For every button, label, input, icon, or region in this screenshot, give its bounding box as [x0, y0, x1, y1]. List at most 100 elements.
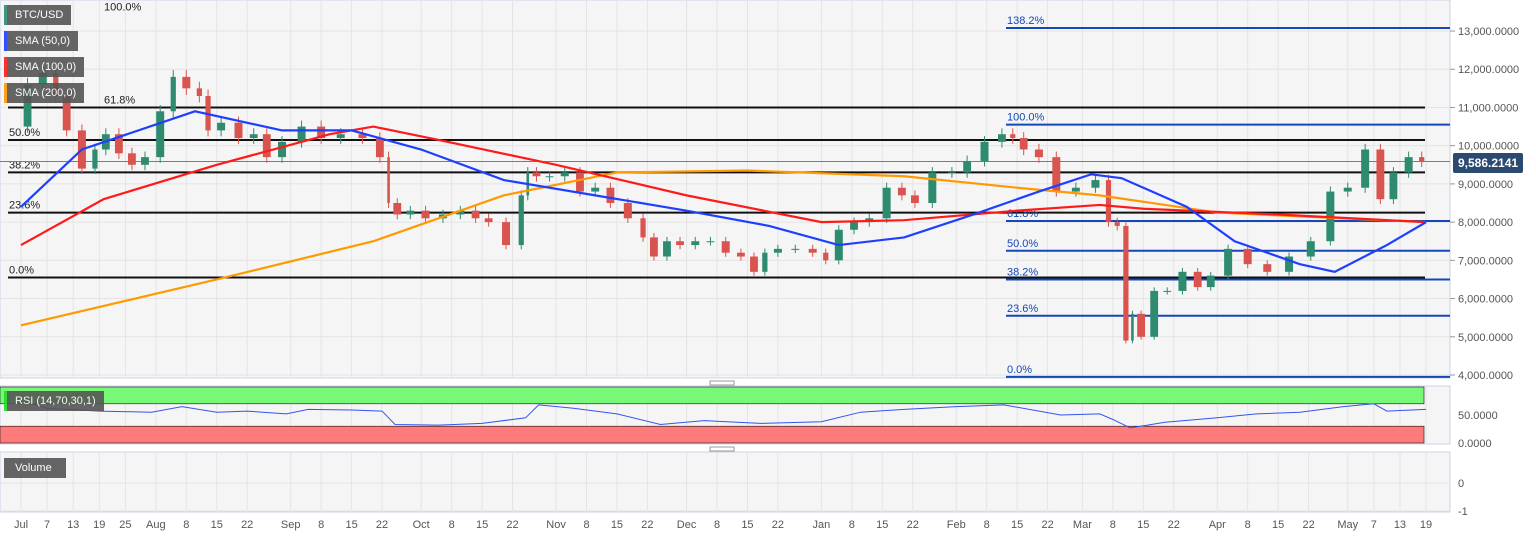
x-tick-label: 8: [318, 519, 324, 531]
x-tick-label: Dec: [677, 519, 697, 531]
legend-rsi[interactable]: RSI (14,70,30,1): [4, 391, 104, 411]
x-tick-label: 15: [476, 519, 488, 531]
fib-label-left: 100.0%: [104, 2, 142, 14]
x-tick-label: 22: [376, 519, 388, 531]
candle-body: [928, 172, 937, 204]
x-tick-label: 8: [714, 519, 720, 531]
x-tick-label: 8: [583, 519, 589, 531]
candle-body: [606, 187, 615, 204]
candle-body: [196, 88, 202, 96]
x-tick-label: Oct: [413, 519, 430, 531]
fib-label-right: 0.0%: [1007, 364, 1032, 376]
candle-body: [393, 203, 402, 215]
price-tick-label: 10,000.0000: [1458, 141, 1519, 153]
x-tick-label: Sep: [281, 519, 301, 531]
volume-tick-label: 0: [1458, 478, 1464, 490]
candle-body: [623, 203, 632, 219]
x-tick-label: 22: [1302, 519, 1314, 531]
candle-body: [182, 76, 191, 89]
legend-sma100[interactable]: SMA (100,0): [4, 57, 85, 77]
price-tick-label: 6,000.0000: [1458, 294, 1513, 306]
candle-body: [1114, 222, 1120, 226]
candle-body: [1361, 149, 1370, 188]
candle-body: [850, 222, 858, 230]
fib-label-right: 50.0%: [1007, 238, 1038, 250]
candle-body: [128, 153, 136, 165]
candle-body: [1178, 271, 1187, 291]
candle-body: [114, 134, 123, 154]
candle-body: [1376, 149, 1385, 200]
price-tick-label: 11,000.0000: [1458, 102, 1518, 114]
candle-body: [532, 172, 541, 177]
fib-label-left: 61.8%: [104, 94, 135, 106]
candle-body: [92, 149, 98, 169]
candle-body: [691, 241, 700, 246]
x-tick-label: Apr: [1209, 519, 1226, 531]
x-tick-label: 8: [449, 519, 455, 531]
candle-body: [750, 256, 758, 272]
x-tick-label: 7: [1371, 519, 1377, 531]
candle-body: [808, 248, 817, 253]
candle-body: [62, 95, 71, 131]
candle-body: [773, 248, 782, 253]
candle-body: [663, 241, 671, 257]
legend-symbol[interactable]: BTC/USD: [4, 5, 72, 25]
candle-body: [1105, 180, 1112, 223]
rsi-tick-label: 0.0000: [1458, 438, 1492, 450]
candle-body: [1389, 172, 1398, 200]
candle-body: [317, 126, 326, 139]
candle-body: [1052, 157, 1061, 192]
x-tick-label: 22: [1041, 519, 1053, 531]
candle-body: [576, 172, 584, 192]
candle-body: [502, 222, 511, 246]
candle-body: [560, 172, 569, 177]
x-tick-label: 8: [183, 519, 189, 531]
candle-body: [375, 138, 384, 158]
candle-body: [1163, 290, 1172, 292]
x-tick-label: 13: [67, 519, 79, 531]
legend-sma200[interactable]: SMA (200,0): [4, 83, 85, 103]
candle-body: [998, 134, 1006, 142]
x-tick-label: 15: [1272, 519, 1284, 531]
x-tick-label: 22: [506, 519, 518, 531]
candle-body: [1010, 134, 1016, 139]
volume-tick-label: -1: [1458, 506, 1468, 518]
candle-body: [406, 210, 415, 215]
candle-body: [141, 157, 149, 165]
fib-label-right: 100.0%: [1007, 112, 1045, 124]
candle-body: [217, 122, 226, 131]
candle-body: [358, 134, 367, 139]
candle-body: [1193, 271, 1202, 288]
fib-label-left: 50.0%: [9, 127, 40, 139]
candle-body: [591, 187, 600, 192]
candle-body: [545, 176, 554, 178]
candle-body: [882, 187, 891, 219]
legend-sma50[interactable]: SMA (50,0): [4, 31, 79, 51]
candle-body: [1091, 180, 1100, 188]
price-tick-label: 8,000.0000: [1458, 217, 1513, 229]
x-tick-label: 8: [1245, 519, 1251, 531]
candle-body: [897, 187, 906, 196]
x-tick-label: 13: [1394, 519, 1406, 531]
x-tick-label: 15: [876, 519, 888, 531]
current-price-tag: 9,586.2141: [1453, 153, 1524, 173]
candle-body: [278, 141, 286, 158]
sma50-line: [20, 110, 1427, 273]
candle-body: [640, 218, 646, 238]
candle-body: [980, 141, 989, 161]
candle-body: [23, 84, 32, 127]
legend-volume[interactable]: Volume: [4, 458, 66, 478]
x-tick-label: May: [1337, 519, 1358, 531]
price-tick-label: 4,000.0000: [1458, 370, 1513, 382]
fib-label-right: 138.2%: [1007, 15, 1045, 27]
x-tick-label: Feb: [947, 519, 966, 531]
candle-body: [947, 172, 956, 174]
price-tick-label: 7,000.0000: [1458, 255, 1513, 267]
candle-body: [156, 111, 165, 158]
x-tick-label: Nov: [546, 519, 566, 531]
x-tick-label: 7: [44, 519, 50, 531]
x-tick-label: 22: [1168, 519, 1180, 531]
candle-body: [1419, 157, 1425, 162]
